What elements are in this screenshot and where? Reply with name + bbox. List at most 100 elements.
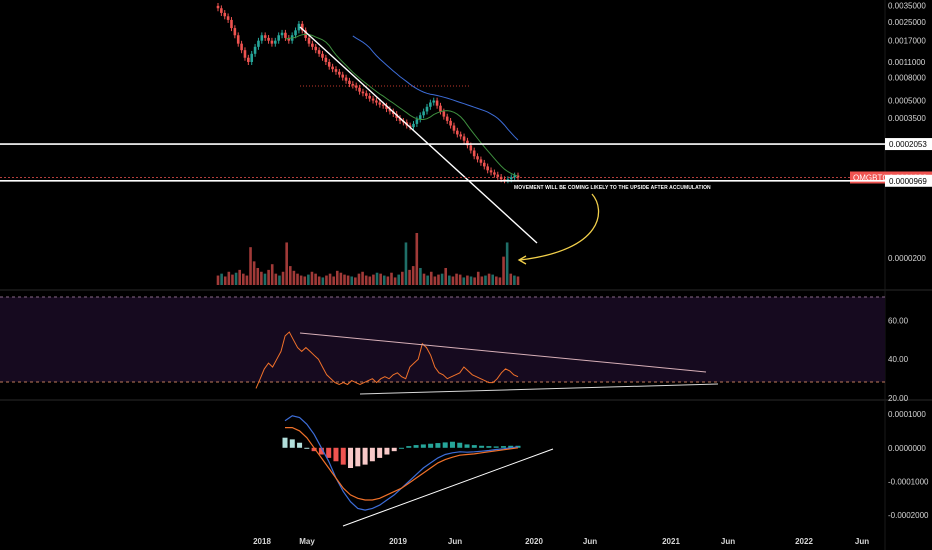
volume-bar	[419, 267, 422, 285]
volume-bar	[256, 267, 260, 285]
time-tick-label: Jun	[721, 537, 735, 546]
candle-body	[236, 35, 240, 44]
candle-body	[311, 43, 314, 47]
price-candles	[216, 3, 520, 184]
candle-body	[408, 125, 412, 128]
volume-bar	[401, 271, 404, 285]
volume-bar	[303, 276, 307, 285]
candle-body	[476, 156, 479, 160]
candle-body	[274, 40, 277, 44]
volume-bar	[476, 271, 480, 285]
time-tick-label: Jun	[855, 537, 869, 546]
candle-body	[257, 40, 260, 47]
macd-histogram-bar	[326, 447, 332, 458]
candle-body	[381, 104, 385, 106]
candle-body	[486, 166, 489, 171]
volume-bar	[310, 271, 314, 285]
volume-bar	[357, 273, 361, 285]
time-tick-label: Jun	[448, 537, 462, 546]
macd-histogram-bar	[442, 442, 448, 448]
volume-bar	[252, 261, 256, 285]
price-axis: 0.0035000 0.0025000 0.0017000 0.0011000 0.00…	[888, 1, 926, 263]
macd-histogram-bar	[486, 446, 492, 448]
volume-bar	[397, 274, 401, 285]
volume-bar	[288, 266, 292, 285]
volume-bar	[220, 273, 223, 285]
candle-body	[253, 46, 257, 54]
candle-body	[499, 176, 503, 180]
volume-bar	[343, 274, 346, 285]
price-tick-label: 0.0005000	[888, 97, 926, 106]
price-tick-label: 0.0017000	[888, 37, 926, 46]
candle-body	[472, 150, 476, 157]
volume-bar	[379, 273, 382, 285]
volume-bar	[223, 276, 227, 285]
candle-body	[361, 91, 365, 94]
volume-bar	[505, 242, 509, 285]
candle-body	[425, 106, 429, 112]
candle-body	[418, 115, 422, 120]
price-tick-label: 0.0003500	[888, 114, 926, 123]
volume-bar	[335, 270, 339, 285]
macd-histogram-bar	[399, 447, 404, 449]
volume-bar	[437, 274, 440, 285]
candle-body	[250, 53, 254, 62]
price-tick-label: 0.0035000	[888, 1, 926, 10]
volume-bar	[411, 266, 415, 285]
rsi-band	[0, 297, 885, 382]
candle-body	[358, 87, 361, 92]
macd-histogram-bar	[304, 447, 310, 449]
macd-histogram-bar	[377, 447, 383, 458]
volume-bar	[278, 275, 281, 285]
rsi-tick-label: 20.00	[888, 394, 909, 403]
volume-bar	[292, 270, 296, 285]
candle-body	[344, 77, 348, 81]
time-tick-label: Jun	[583, 537, 597, 546]
candle-body	[220, 8, 223, 13]
volume-bar	[260, 271, 263, 285]
candle-body	[422, 111, 425, 116]
candle-body	[449, 120, 452, 126]
volume-bar	[429, 271, 433, 285]
macd-tick-label: 0.0000000	[888, 444, 926, 453]
candle-body	[398, 117, 402, 121]
macd-histogram-bar	[435, 443, 441, 448]
macd-histogram-bar	[479, 445, 485, 448]
volume-bar	[267, 269, 270, 285]
candle-body	[314, 46, 318, 51]
candle-body	[439, 105, 442, 112]
volume-bar	[422, 273, 426, 285]
volume-bar	[491, 274, 494, 285]
volume-bar	[249, 247, 252, 285]
volume-bar	[332, 276, 335, 285]
time-tick-label: May	[299, 537, 315, 546]
candle-body	[351, 84, 355, 86]
candle-body	[263, 35, 267, 38]
volume-bar	[455, 273, 458, 285]
candle-body	[284, 32, 287, 38]
candle-body	[216, 5, 220, 9]
candle-body	[233, 28, 237, 36]
volume-bar	[448, 275, 451, 285]
macd-histogram-bar	[318, 447, 324, 455]
volume-bar	[480, 276, 484, 285]
volume-bar	[274, 273, 278, 285]
rsi-series	[255, 331, 519, 389]
candle-body	[334, 69, 338, 72]
price-tick-label: 0.0025000	[888, 18, 926, 27]
volume-bar	[242, 273, 245, 285]
volume-bar	[339, 272, 343, 285]
volume-bar	[473, 277, 476, 285]
price-tag-label: 0.0002053	[889, 140, 927, 149]
rsi-tick-label: 40.00	[888, 355, 909, 364]
candle-body	[516, 175, 520, 178]
rsi-axis: 60.00 40.00 20.00	[888, 316, 909, 403]
ma-long-line	[352, 35, 519, 141]
macd-histogram-bar	[420, 444, 426, 448]
candle-body	[267, 37, 270, 41]
volume-bar	[372, 274, 375, 285]
volume-bar	[285, 242, 288, 285]
candle-body	[466, 140, 469, 146]
ma-short-line	[285, 33, 519, 177]
